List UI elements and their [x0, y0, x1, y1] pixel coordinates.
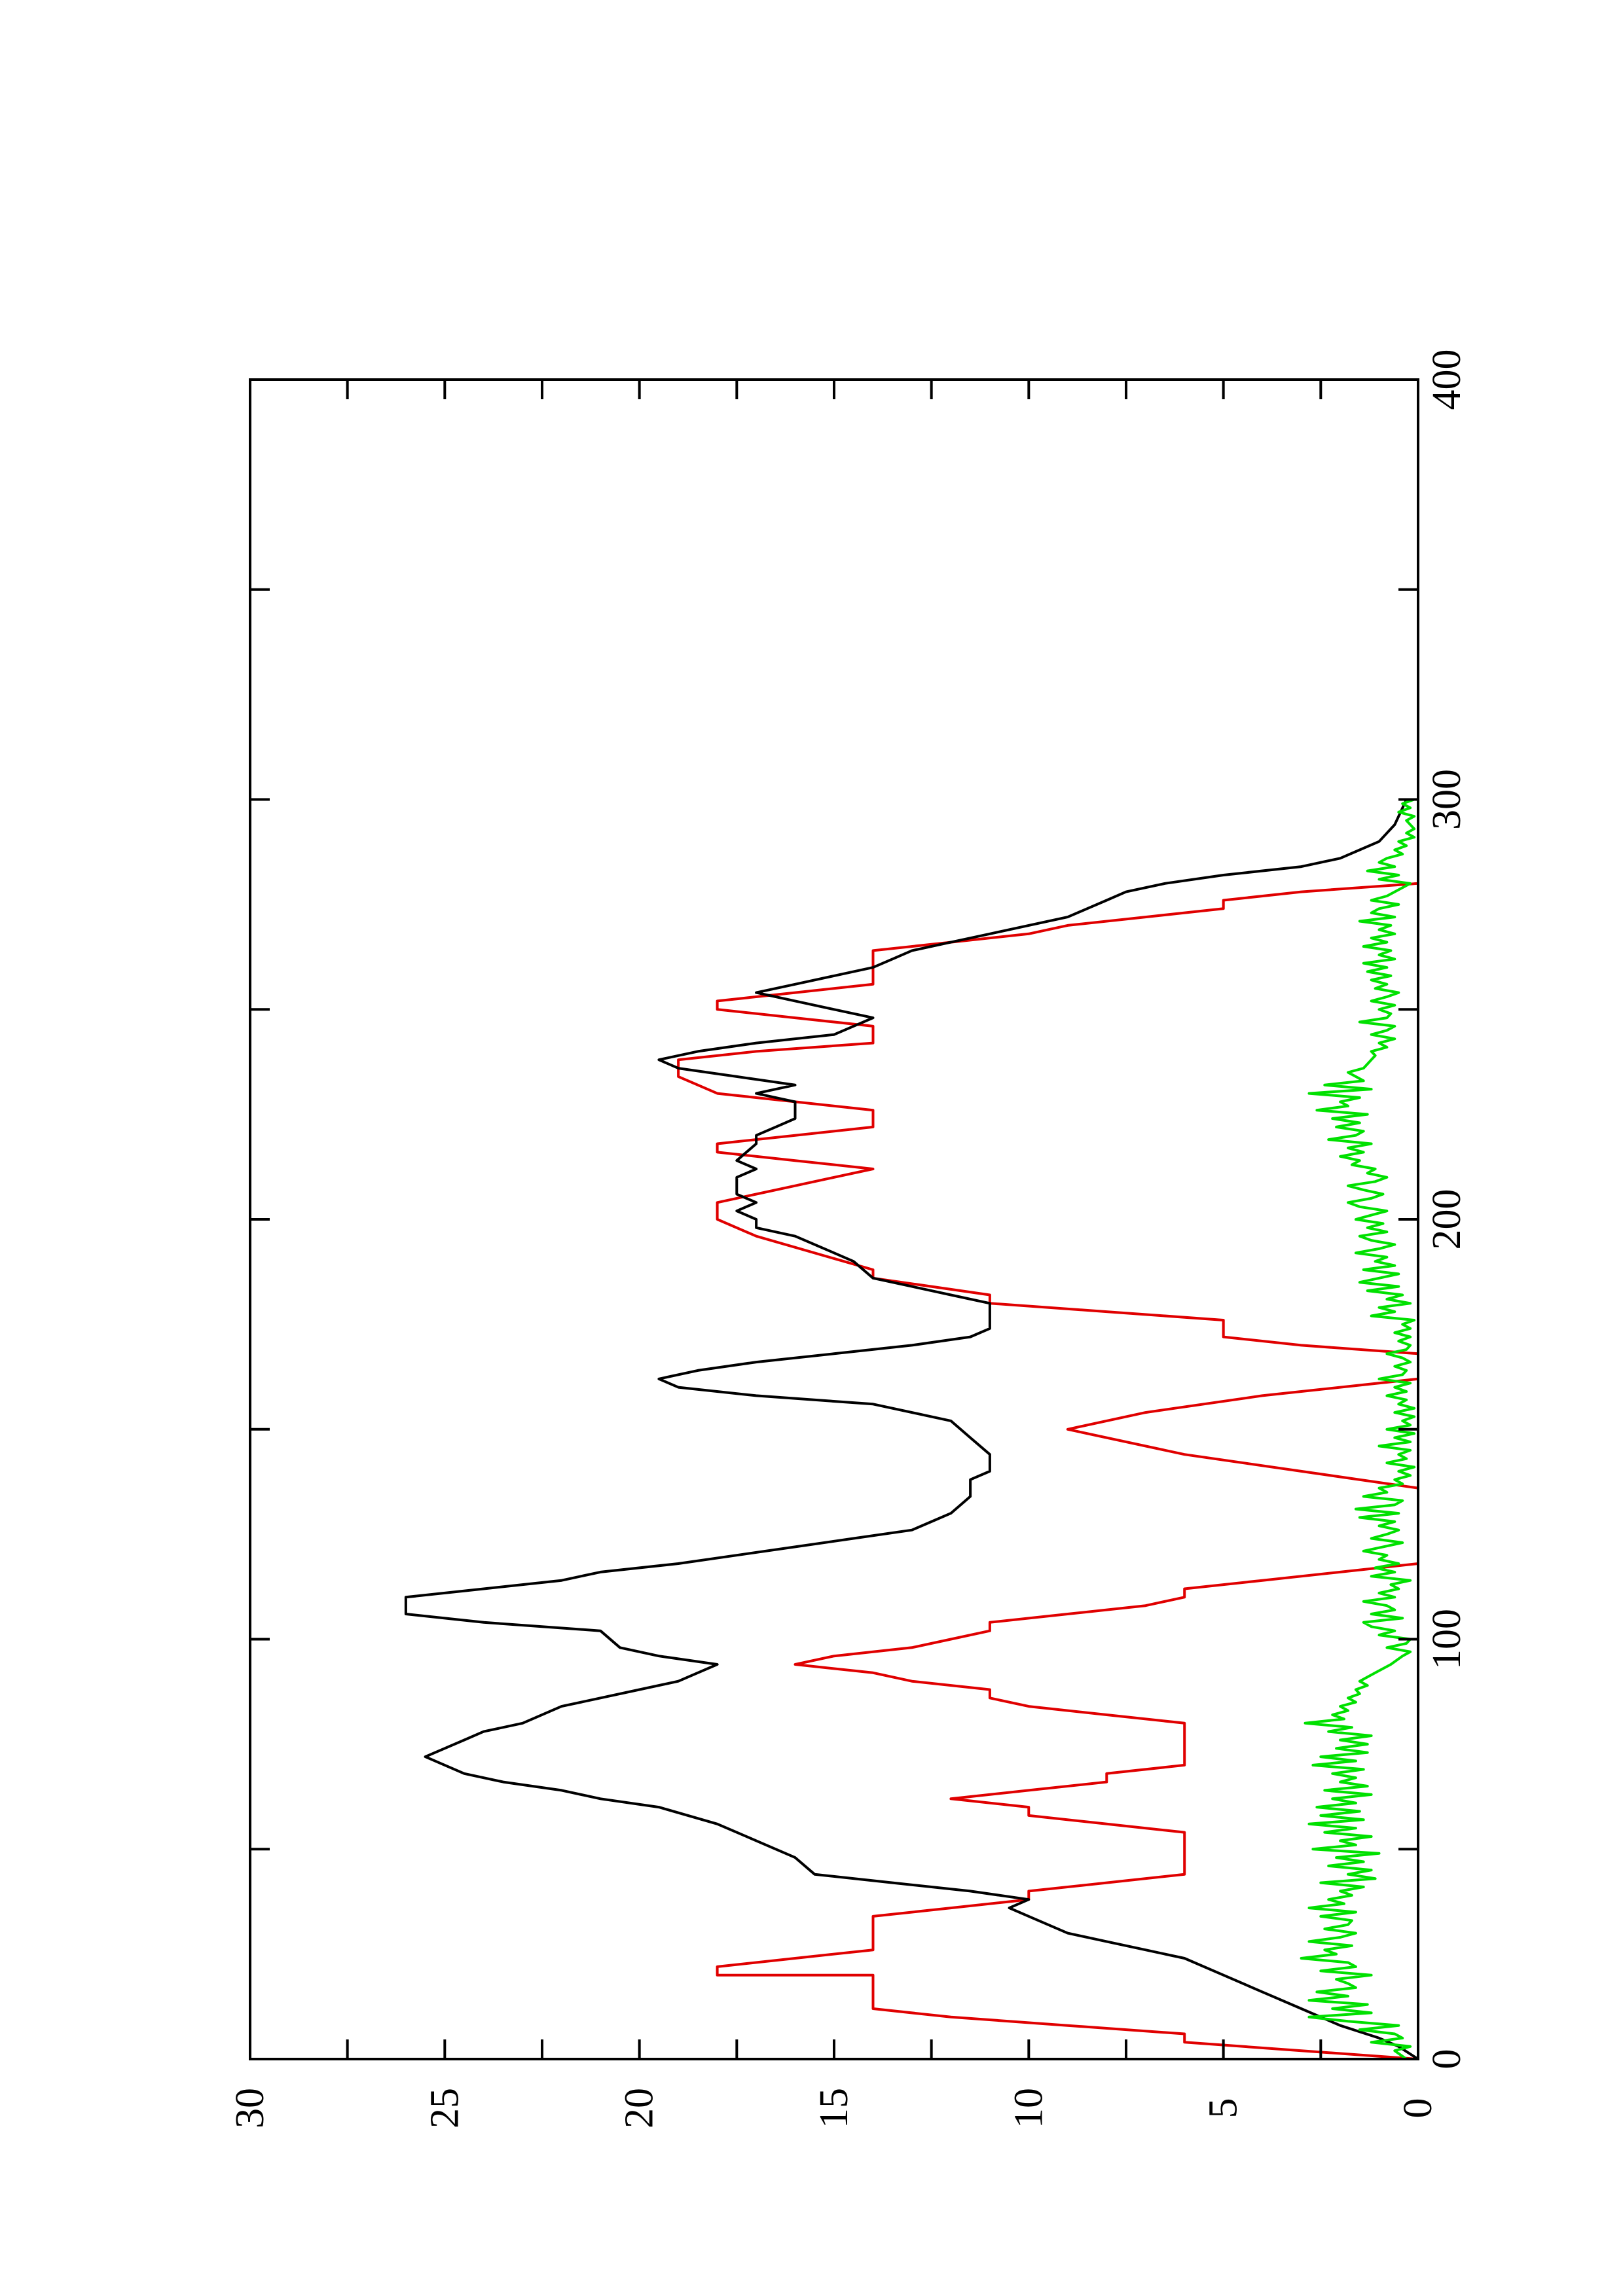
- series-line-red: [677, 799, 1419, 2060]
- y-tick-label: 15: [812, 2088, 856, 2128]
- x-tick-label: 100: [1425, 1609, 1469, 1670]
- y-tick-label: 10: [1006, 2088, 1051, 2128]
- series-line-black: [404, 798, 1419, 2060]
- x-tick-label: 300: [1425, 769, 1469, 830]
- series-lines: [404, 798, 1419, 2060]
- x-tick-label: 200: [1425, 1189, 1469, 1250]
- plot-frame: [249, 378, 1419, 2060]
- x-tick-label: 0: [1425, 2049, 1469, 2070]
- y-tick-label: 20: [617, 2088, 662, 2128]
- series-line-green: [1300, 798, 1416, 2060]
- y-tick-label: 5: [1201, 2098, 1246, 2119]
- tick-labels: 0 100 200 300 400 0 5 10 15 20 25 30: [228, 350, 1469, 2129]
- y-tick-label: 25: [422, 2088, 467, 2128]
- y-tick-label: 30: [228, 2088, 272, 2128]
- axis-ticks: [249, 378, 1419, 2060]
- y-tick-label: 0: [1396, 2098, 1440, 2119]
- x-tick-label: 400: [1425, 350, 1469, 410]
